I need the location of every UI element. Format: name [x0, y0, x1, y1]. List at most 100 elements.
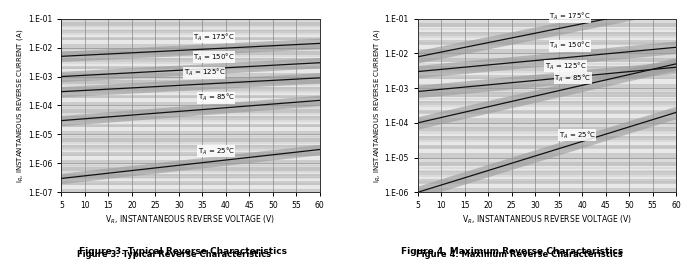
Bar — [61, 77, 320, 80]
Bar — [61, 160, 320, 163]
Text: Figure 3. Typical Reverse Characteristics: Figure 3. Typical Reverse Characteristic… — [79, 247, 287, 256]
Bar — [418, 49, 676, 53]
Bar — [61, 37, 320, 40]
Bar — [418, 62, 676, 66]
Bar — [61, 98, 320, 102]
Bar — [61, 174, 320, 178]
Bar — [61, 73, 320, 77]
Bar — [61, 95, 320, 98]
Bar — [418, 166, 676, 171]
Bar — [61, 84, 320, 87]
Bar — [418, 32, 676, 36]
Bar — [418, 158, 676, 162]
Bar — [418, 53, 676, 58]
Bar — [61, 124, 320, 127]
Bar — [61, 178, 320, 181]
Bar — [61, 167, 320, 171]
Bar — [61, 189, 320, 192]
Bar — [418, 40, 676, 45]
Bar — [418, 149, 676, 153]
Bar — [61, 19, 320, 22]
Bar — [418, 27, 676, 32]
Bar — [61, 33, 320, 37]
Bar — [418, 19, 676, 23]
Text: T$_A$ = 125°C: T$_A$ = 125°C — [184, 67, 225, 78]
Bar — [61, 142, 320, 145]
Bar — [418, 114, 676, 119]
Bar — [418, 162, 676, 166]
Bar — [418, 127, 676, 131]
Bar — [418, 71, 676, 75]
Text: T$_A$ = 150°C: T$_A$ = 150°C — [193, 52, 234, 63]
Text: T$_A$ = 85°C: T$_A$ = 85°C — [197, 92, 235, 103]
Text: T$_A$ = 25°C: T$_A$ = 25°C — [197, 145, 235, 156]
Bar — [418, 79, 676, 84]
Bar — [418, 110, 676, 114]
Bar — [418, 23, 676, 27]
X-axis label: V$_R$, INSTANTANEOUS REVERSE VOLTAGE (V): V$_R$, INSTANTANEOUS REVERSE VOLTAGE (V) — [105, 213, 276, 226]
Bar — [61, 145, 320, 149]
Bar — [61, 66, 320, 69]
Bar — [61, 116, 320, 120]
Text: Figure 3. Typical Reverse Characteristics: Figure 3. Typical Reverse Characteristic… — [77, 250, 271, 259]
Bar — [61, 152, 320, 156]
Bar — [418, 188, 676, 192]
Bar — [61, 149, 320, 152]
Bar — [418, 171, 676, 175]
Bar — [61, 30, 320, 33]
Bar — [418, 131, 676, 136]
Bar — [418, 123, 676, 127]
Bar — [61, 105, 320, 109]
Bar — [61, 48, 320, 51]
Bar — [418, 101, 676, 105]
Bar — [418, 144, 676, 149]
Text: T$_A$ = 125°C: T$_A$ = 125°C — [544, 60, 586, 72]
Text: Figure 4. Maximum Reverse Characteristics: Figure 4. Maximum Reverse Characteristic… — [416, 250, 622, 259]
Text: T$_A$ = 25°C: T$_A$ = 25°C — [559, 129, 596, 141]
Bar — [61, 40, 320, 44]
Bar — [418, 88, 676, 92]
Y-axis label: I$_R$, INSTANTANEOUS REVERSE CURRENT (A): I$_R$, INSTANTANEOUS REVERSE CURRENT (A) — [372, 28, 382, 183]
Bar — [418, 105, 676, 110]
Bar — [418, 183, 676, 188]
Bar — [61, 163, 320, 167]
Bar — [418, 66, 676, 71]
Bar — [61, 69, 320, 73]
Bar — [61, 91, 320, 95]
Bar — [61, 51, 320, 55]
Bar — [418, 119, 676, 123]
Text: T$_A$ = 150°C: T$_A$ = 150°C — [549, 40, 591, 51]
Bar — [418, 36, 676, 40]
Bar — [61, 138, 320, 142]
Bar — [61, 113, 320, 116]
Bar — [61, 26, 320, 30]
Bar — [61, 55, 320, 58]
Bar — [61, 87, 320, 91]
Bar — [61, 181, 320, 185]
Text: Figure 4. Maximum Reverse Characteristics: Figure 4. Maximum Reverse Characteristic… — [401, 247, 624, 256]
Bar — [61, 131, 320, 134]
Bar — [418, 179, 676, 183]
Bar — [418, 153, 676, 158]
Bar — [61, 171, 320, 174]
Bar — [61, 120, 320, 124]
Text: T$_A$ = 175°C: T$_A$ = 175°C — [193, 32, 234, 43]
Bar — [418, 45, 676, 49]
Bar — [418, 175, 676, 179]
Bar — [61, 58, 320, 62]
Text: T$_A$ = 85°C: T$_A$ = 85°C — [554, 73, 591, 84]
Bar — [61, 109, 320, 113]
Bar — [61, 185, 320, 189]
Bar — [418, 92, 676, 97]
Bar — [418, 140, 676, 144]
Bar — [418, 75, 676, 79]
Y-axis label: I$_R$, INSTANTANEOUS REVERSE CURRENT (A): I$_R$, INSTANTANEOUS REVERSE CURRENT (A) — [15, 28, 25, 183]
X-axis label: V$_R$, INSTANTANEOUS REVERSE VOLTAGE (V): V$_R$, INSTANTANEOUS REVERSE VOLTAGE (V) — [462, 213, 632, 226]
Text: T$_A$ = 175°C: T$_A$ = 175°C — [549, 11, 591, 22]
Bar — [61, 80, 320, 84]
Bar — [61, 22, 320, 26]
Bar — [418, 58, 676, 62]
Bar — [61, 134, 320, 138]
Bar — [61, 127, 320, 131]
Bar — [61, 44, 320, 48]
